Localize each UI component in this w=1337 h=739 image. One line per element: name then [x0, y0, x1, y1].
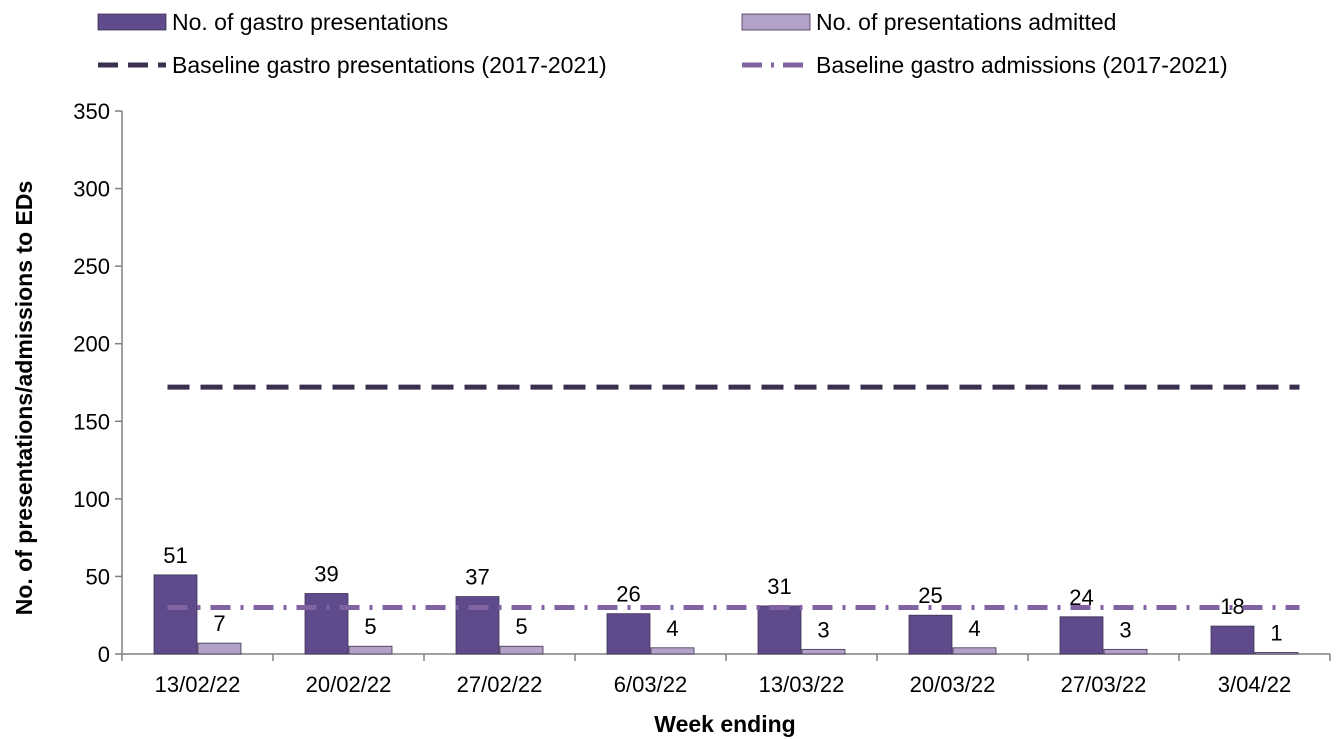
bar-presentations: [1210, 625, 1255, 655]
y-tick-label: 0: [98, 642, 110, 667]
bar-admitted: [1103, 648, 1148, 655]
data-label: 39: [314, 561, 338, 586]
x-axis: 13/02/22 20/02/22 27/02/22 6/03/22 13/03/22 2…: [121, 653, 1331, 697]
y-tick-label: 350: [73, 99, 110, 124]
bar-admitted: [197, 642, 242, 655]
bar-admitted: [348, 645, 393, 655]
x-tick-label: 20/02/22: [306, 672, 392, 697]
data-label: 7: [213, 611, 225, 636]
legend-label: No. of gastro presentations: [172, 9, 448, 35]
legend-presentations: No. of gastro presentations: [97, 9, 448, 35]
bar-presentations: [757, 605, 802, 655]
x-tick-label: 6/03/22: [614, 672, 687, 697]
data-label: 25: [918, 583, 942, 608]
legend-label: Baseline gastro presentations (2017-2021…: [172, 52, 607, 78]
x-tick-label: 13/02/22: [155, 672, 241, 697]
data-label: 3: [817, 617, 829, 642]
data-label: 1: [1270, 620, 1282, 645]
bar-presentations: [908, 614, 953, 655]
bar-presentations: [1059, 616, 1104, 655]
x-axis-title: Week ending: [654, 711, 795, 737]
y-tick-label: 100: [73, 487, 110, 512]
data-label: 26: [616, 582, 640, 607]
x-tick-label: 27/02/22: [457, 672, 543, 697]
legend-swatch: [741, 13, 811, 31]
bar-admitted: [650, 647, 695, 655]
y-axis-title: No. of presentations/admissions to EDs: [11, 181, 37, 616]
x-tick-label: 27/03/22: [1061, 672, 1147, 697]
data-label: 5: [364, 614, 376, 639]
bar-admitted: [499, 645, 544, 655]
bar-presentations: [304, 593, 349, 655]
x-tick-label: 3/04/22: [1218, 672, 1291, 697]
bar-presentations: [606, 613, 651, 655]
legend-label: No. of presentations admitted: [816, 9, 1116, 35]
x-tick-label: 13/03/22: [759, 672, 845, 697]
x-tick-label: 20/03/22: [910, 672, 996, 697]
data-label: 37: [465, 565, 489, 590]
y-tick-label: 250: [73, 254, 110, 279]
bar-admitted: [801, 648, 846, 655]
data-label: 31: [767, 574, 791, 599]
legend-baseline-presentations: Baseline gastro presentations (2017-2021…: [98, 52, 607, 78]
legend: No. of gastro presentations No. of presen…: [97, 9, 1228, 78]
legend-swatch: [97, 13, 167, 31]
y-tick-label: 50: [86, 564, 110, 589]
bar-admitted: [1254, 652, 1299, 655]
bar-presentations: [153, 574, 198, 655]
y-tick-label: 150: [73, 409, 110, 434]
data-label: 4: [666, 616, 678, 641]
data-label: 3: [1119, 617, 1131, 642]
bar-admitted: [952, 647, 997, 655]
legend-admitted: No. of presentations admitted: [741, 9, 1116, 35]
legend-baseline-admissions: Baseline gastro admissions (2017-2021): [742, 52, 1228, 78]
data-label: 4: [968, 616, 980, 641]
data-label: 51: [163, 543, 187, 568]
legend-label: Baseline gastro admissions (2017-2021): [816, 52, 1228, 78]
y-tick-label: 200: [73, 332, 110, 357]
y-axis: 0 50 100 150 200 250 300 350: [73, 99, 123, 667]
y-tick-label: 300: [73, 177, 110, 202]
data-label: 5: [515, 614, 527, 639]
